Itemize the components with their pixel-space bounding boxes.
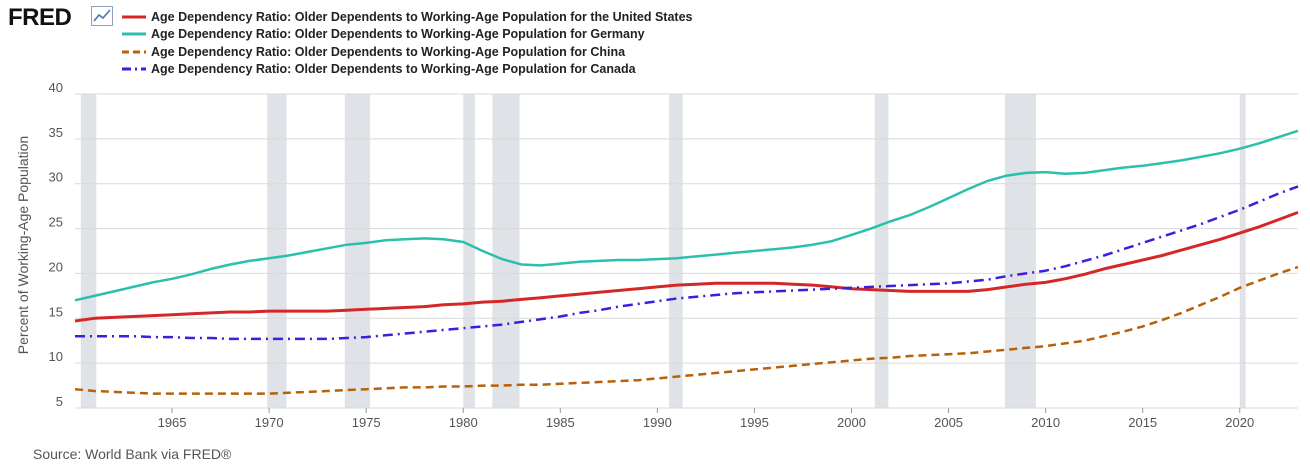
y-tick-label: 40 <box>49 80 63 95</box>
legend-label: Age Dependency Ratio: Older Dependents t… <box>151 9 693 24</box>
legend-item-china[interactable]: Age Dependency Ratio: Older Dependents t… <box>121 43 692 61</box>
x-tick-label: 2010 <box>1031 415 1060 430</box>
legend-label: Age Dependency Ratio: Older Dependents t… <box>151 62 636 77</box>
chart-legend: Age Dependency Ratio: Older Dependents t… <box>121 8 692 78</box>
x-tick-label: 1995 <box>740 415 769 430</box>
x-tick-label: 2000 <box>837 415 866 430</box>
x-tick-label: 1975 <box>352 415 381 430</box>
recession-band <box>267 94 287 408</box>
series-line-2 <box>74 265 1299 395</box>
y-tick-label: 35 <box>49 125 63 140</box>
x-tick-label: 2015 <box>1128 415 1157 430</box>
legend-label: Age Dependency Ratio: Older Dependents t… <box>151 27 645 42</box>
y-tick-label: 25 <box>49 215 63 230</box>
recession-band <box>1239 94 1246 408</box>
legend-swatch-dashdot-blue <box>122 67 146 71</box>
y-tick-label: 20 <box>49 259 63 274</box>
recession-band <box>669 94 683 408</box>
series-line-0 <box>74 210 1299 323</box>
x-tick-label: 1970 <box>255 415 284 430</box>
recession-band <box>492 94 520 408</box>
source-note: Source: World Bank via FRED® <box>33 446 232 462</box>
y-tick-label: 15 <box>49 304 63 319</box>
recession-band <box>344 94 371 408</box>
x-tick-label: 1985 <box>546 415 575 430</box>
legend-swatch-solid-teal <box>122 32 146 36</box>
recession-band <box>874 94 889 408</box>
x-tick-label: 1990 <box>643 415 672 430</box>
legend-item-germany[interactable]: Age Dependency Ratio: Older Dependents t… <box>121 26 692 44</box>
series-line-1 <box>74 129 1299 302</box>
legend-item-canada[interactable]: Age Dependency Ratio: Older Dependents t… <box>121 61 692 79</box>
y-tick-label: 30 <box>49 170 63 185</box>
recession-band <box>463 94 475 408</box>
chart-trend-icon <box>91 6 113 26</box>
recession-band <box>1004 94 1036 408</box>
x-tick-label: 2005 <box>934 415 963 430</box>
legend-label: Age Dependency Ratio: Older Dependents t… <box>151 44 626 59</box>
recession-band <box>80 94 97 408</box>
fred-logo[interactable]: FRED <box>8 4 72 31</box>
legend-item-united-states[interactable]: Age Dependency Ratio: Older Dependents t… <box>121 8 692 26</box>
x-tick-label: 2020 <box>1225 415 1254 430</box>
y-tick-label: 5 <box>56 394 63 409</box>
x-tick-label: 1965 <box>158 415 187 430</box>
legend-swatch-dashed-orange <box>122 50 146 54</box>
y-tick-label: 10 <box>49 349 63 364</box>
series-line-3 <box>75 185 1299 341</box>
x-tick-label: 1980 <box>449 415 478 430</box>
legend-swatch-solid-red <box>122 15 146 19</box>
